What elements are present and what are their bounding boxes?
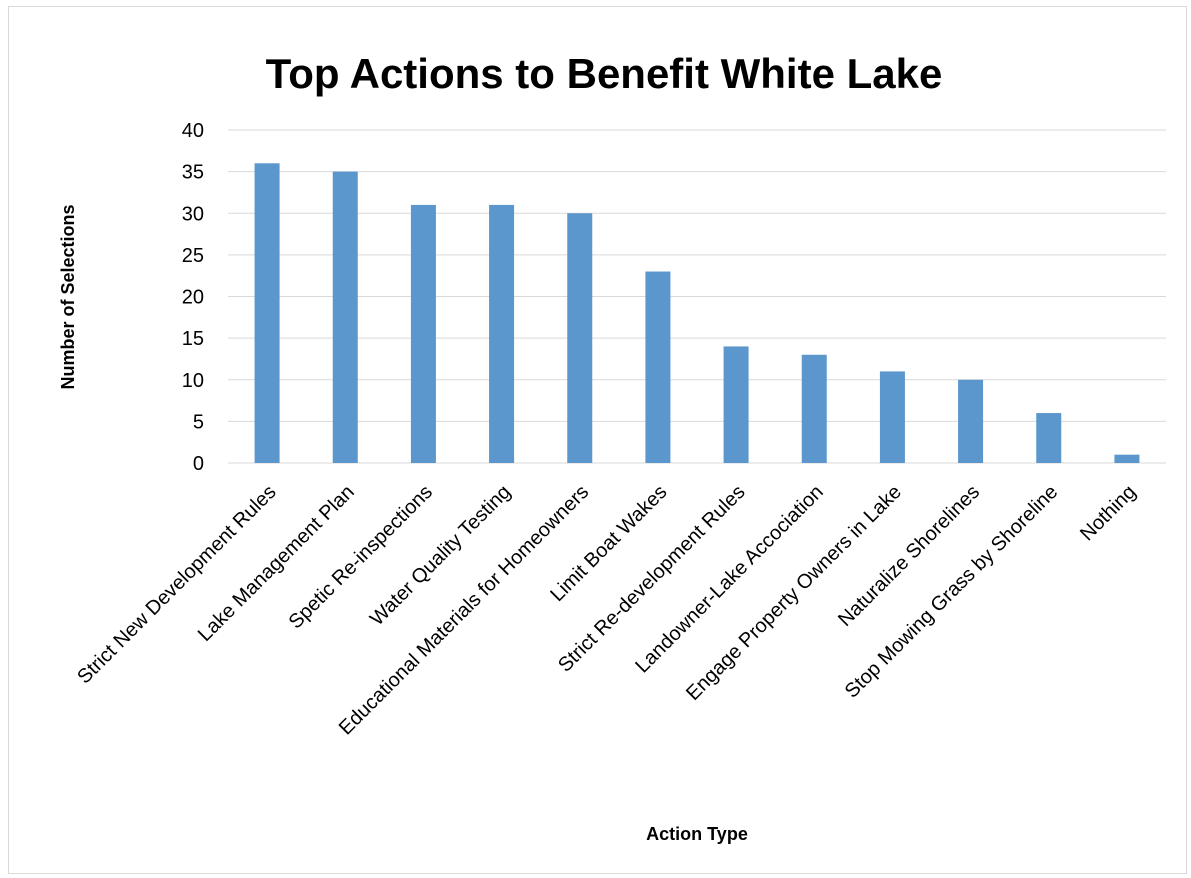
x-tick-label: Naturalize Shorelines bbox=[834, 481, 984, 631]
y-tick-label: 30 bbox=[182, 203, 204, 225]
y-axis-ticks: 0 5 10 15 20 25 30 35 40 bbox=[182, 120, 204, 475]
x-tick-label: Nothing bbox=[1076, 481, 1140, 545]
bar bbox=[489, 204, 515, 464]
x-tick-label: Lake Management Plan bbox=[194, 481, 359, 646]
bar bbox=[1036, 413, 1062, 463]
bar bbox=[958, 379, 984, 463]
chart-title: Top Actions to Benefit White Lake bbox=[266, 50, 943, 97]
bar bbox=[801, 354, 827, 463]
y-tick-label: 35 bbox=[182, 162, 204, 184]
bar bbox=[567, 213, 593, 463]
bar bbox=[879, 371, 905, 463]
y-tick-label: 25 bbox=[182, 245, 204, 267]
gridlines bbox=[228, 129, 1166, 464]
y-tick-label: 20 bbox=[182, 287, 204, 309]
x-tick-label: Water Quality Testing bbox=[366, 481, 515, 630]
y-tick-label: 5 bbox=[193, 411, 204, 433]
chart-area bbox=[8, 6, 1187, 874]
bar bbox=[645, 271, 671, 463]
bar bbox=[332, 171, 358, 463]
bar bbox=[410, 204, 436, 464]
bar bbox=[723, 346, 749, 463]
x-axis-title: Action Type bbox=[646, 824, 748, 844]
y-tick-label: 0 bbox=[193, 453, 204, 475]
y-axis-title: Number of Selections bbox=[58, 204, 78, 389]
bars bbox=[254, 163, 1140, 464]
y-tick-label: 15 bbox=[182, 328, 204, 350]
y-tick-label: 10 bbox=[182, 370, 204, 392]
y-tick-label: 40 bbox=[182, 120, 204, 142]
x-tick-label: Spetic Re-inspections bbox=[285, 481, 437, 633]
bar bbox=[254, 163, 280, 464]
bar bbox=[1114, 454, 1140, 463]
